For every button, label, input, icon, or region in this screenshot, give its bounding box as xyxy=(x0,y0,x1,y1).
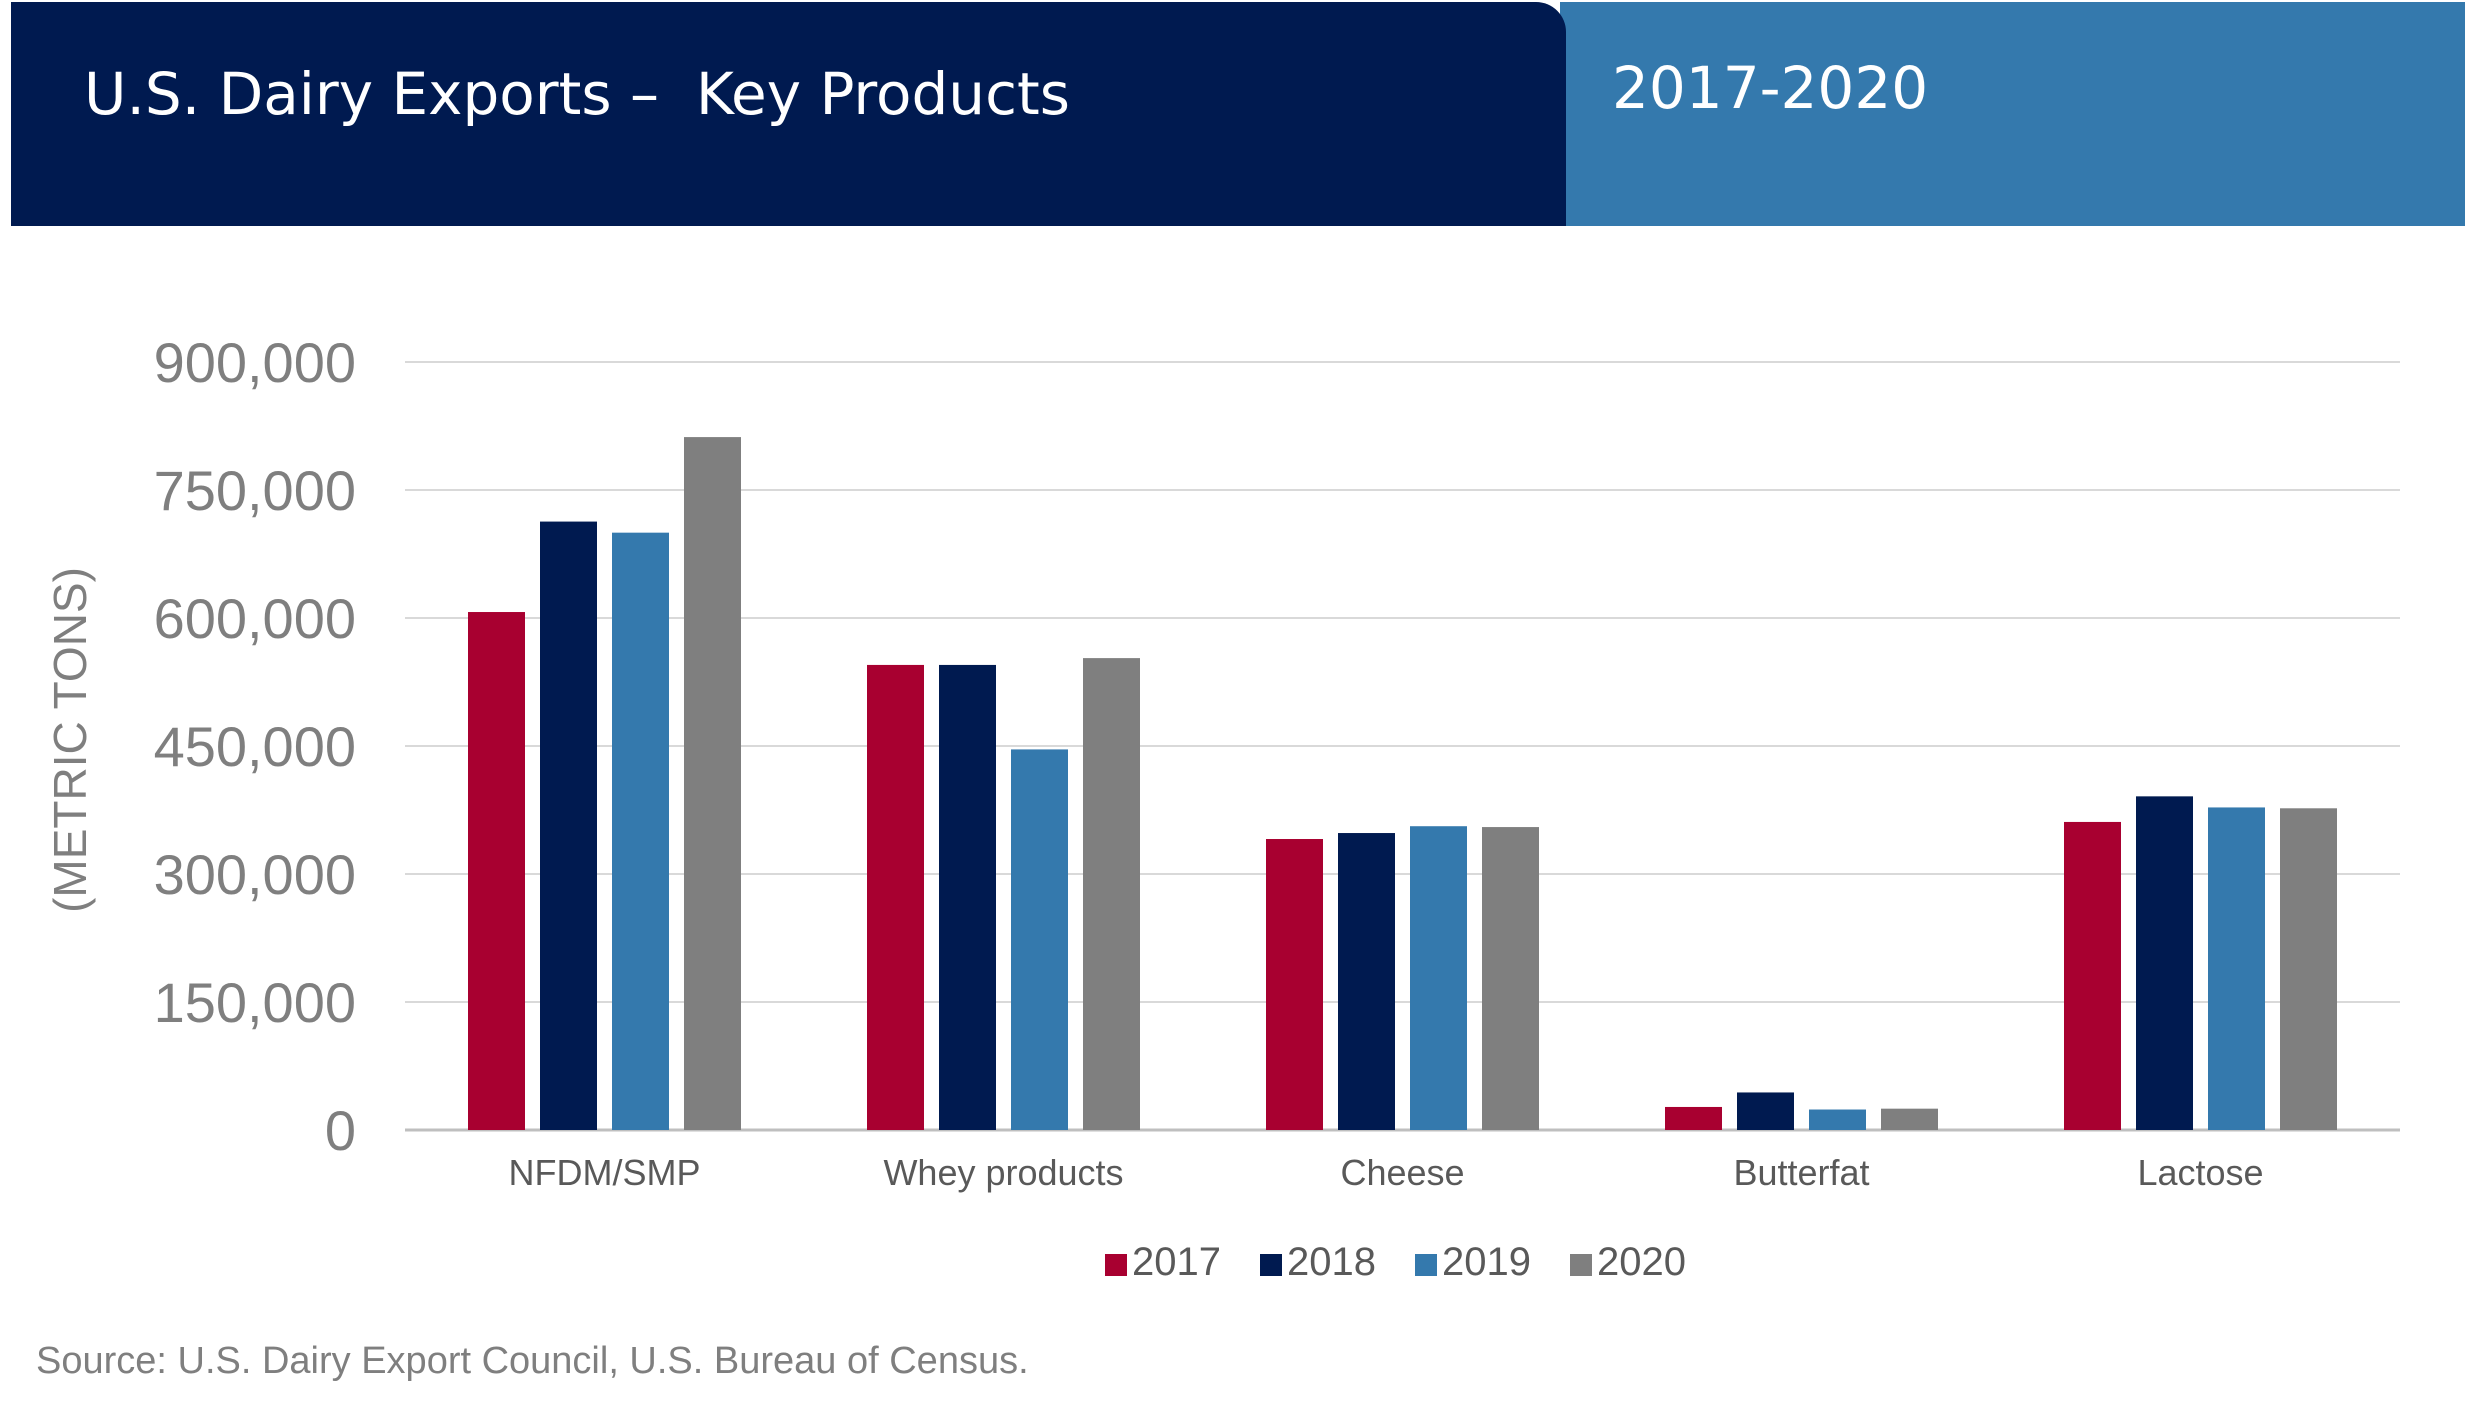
bar-2017-cheese xyxy=(1266,839,1323,1130)
x-tick-label: Cheese xyxy=(1340,1152,1464,1193)
bar-2017-lactose xyxy=(2064,821,2121,1130)
bar-2020-lactose xyxy=(2280,808,2337,1130)
y-tick-label: 450,000 xyxy=(154,715,356,778)
bar-2018-butterfat xyxy=(1737,1092,1794,1130)
header-years-band xyxy=(1560,2,2465,226)
legend-swatch-2019 xyxy=(1415,1254,1437,1276)
bar-2019-cheese xyxy=(1410,826,1467,1130)
bar-2019-lactose xyxy=(2208,807,2265,1130)
bar-2020-whey-products xyxy=(1083,658,1140,1130)
bar-2018-cheese xyxy=(1338,833,1395,1130)
x-tick-label: Lactose xyxy=(2137,1152,2263,1193)
bar-2020-nfdm-smp xyxy=(684,437,741,1130)
bar-2017-whey-products xyxy=(867,664,924,1130)
source-note: Source: U.S. Dairy Export Council, U.S. … xyxy=(36,1340,1029,1382)
bar-2018-lactose xyxy=(2136,796,2193,1130)
y-tick-label: 0 xyxy=(325,1099,356,1162)
x-tick-label: Whey products xyxy=(883,1152,1123,1193)
y-tick-label: 900,000 xyxy=(154,331,356,394)
bar-2019-whey-products xyxy=(1011,749,1068,1130)
bar-2017-butterfat xyxy=(1665,1106,1722,1130)
y-tick-label: 300,000 xyxy=(154,843,356,906)
y-tick-label: 150,000 xyxy=(154,971,356,1034)
y-tick-label: 600,000 xyxy=(154,587,356,650)
x-tick-label: NFDM/SMP xyxy=(509,1152,701,1193)
bar-2018-whey-products xyxy=(939,664,996,1130)
bar-2020-butterfat xyxy=(1881,1108,1938,1130)
legend-swatch-2017 xyxy=(1105,1254,1127,1276)
bar-2019-butterfat xyxy=(1809,1109,1866,1130)
header-title-band xyxy=(11,2,1566,226)
bar-2020-cheese xyxy=(1482,827,1539,1130)
legend-swatch-2020 xyxy=(1570,1254,1592,1276)
legend-swatch-2018 xyxy=(1260,1254,1282,1276)
legend-label-2019: 2019 xyxy=(1442,1240,1531,1284)
legend-label-2018: 2018 xyxy=(1287,1240,1376,1284)
legend-label-2020: 2020 xyxy=(1597,1240,1686,1284)
bar-2017-nfdm-smp xyxy=(468,612,525,1130)
y-axis-label: (METRIC TONS) xyxy=(44,567,96,913)
y-tick-label: 750,000 xyxy=(154,459,356,522)
bar-2019-nfdm-smp xyxy=(612,532,669,1130)
legend-label-2017: 2017 xyxy=(1132,1240,1221,1284)
year-range: 2017-2020 xyxy=(1612,54,1929,122)
page-title: U.S. Dairy Exports – Key Products xyxy=(84,60,1070,128)
x-tick-label: Butterfat xyxy=(1733,1152,1869,1193)
bar-2018-nfdm-smp xyxy=(540,521,597,1130)
